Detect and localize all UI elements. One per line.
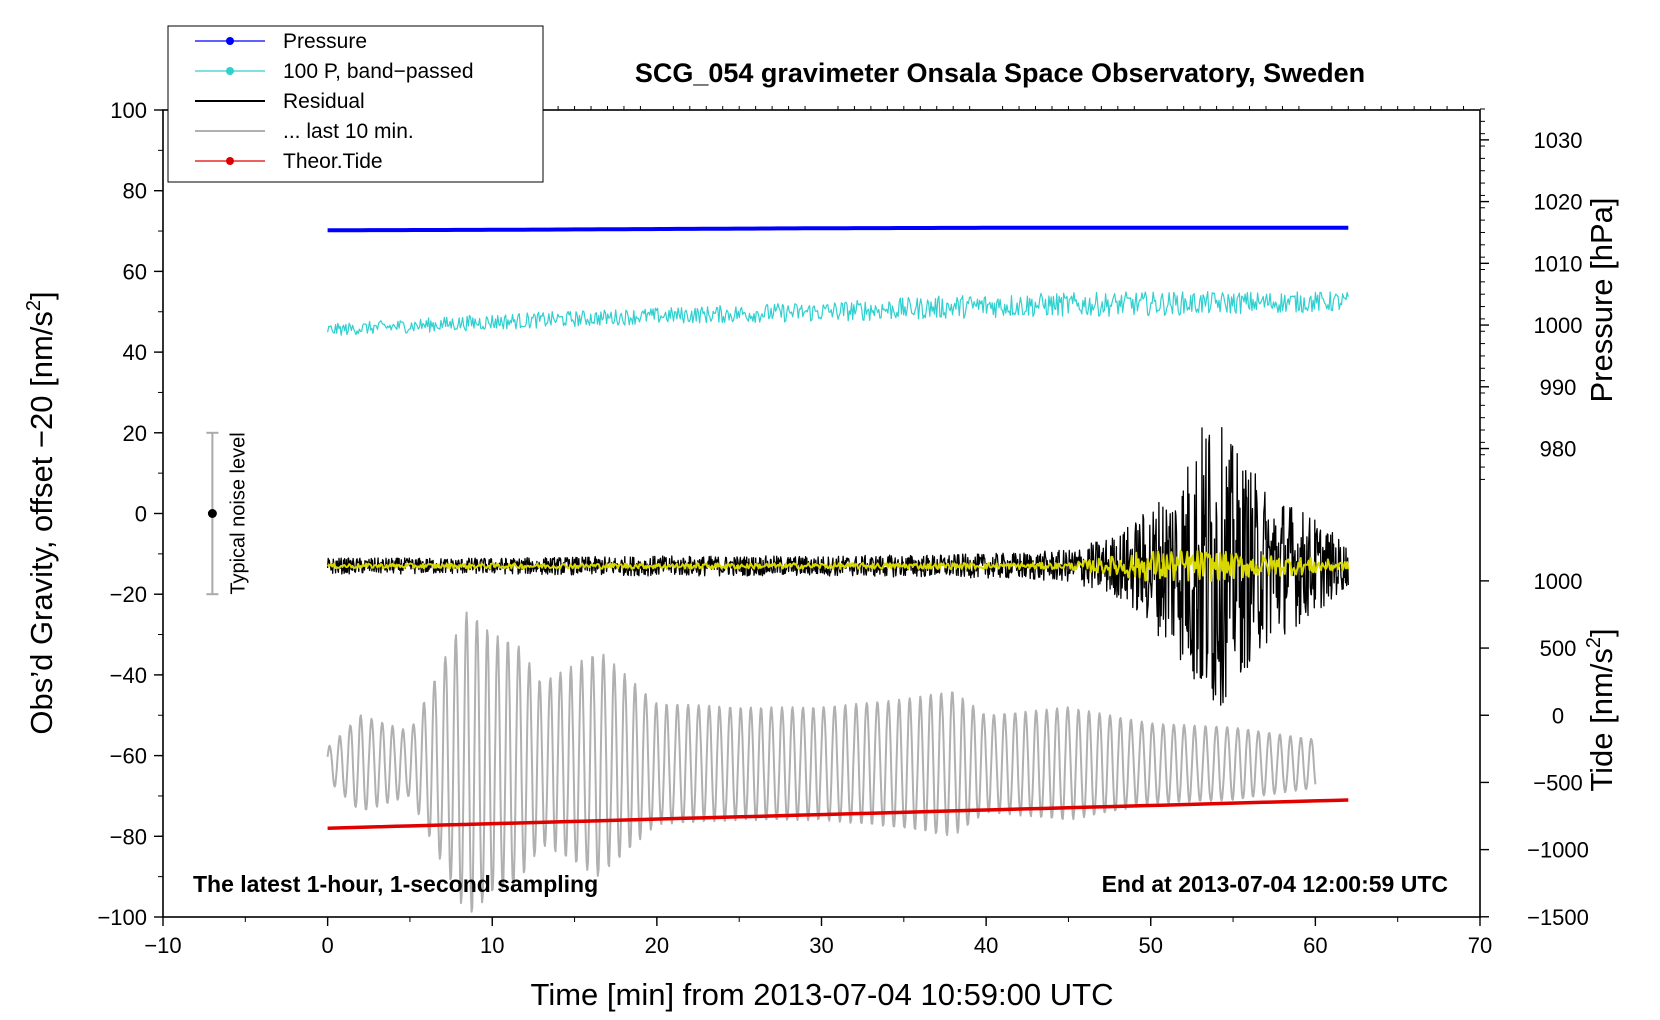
tide-tick-label: 500 [1540, 636, 1577, 661]
y-tick-label: −60 [110, 744, 147, 769]
series-layer [326, 225, 1350, 913]
x-tick-label: 60 [1303, 933, 1327, 958]
series-band-passed-line [327, 291, 1349, 336]
y-axis-title-main: Obs’d Gravity, offset −20 [nm/s [24, 311, 59, 735]
y-tick-label: 40 [123, 340, 147, 365]
pressure-tick-label: 990 [1540, 375, 1577, 400]
tide-tick-label: −500 [1533, 770, 1583, 795]
pressure-tick-label: 1030 [1534, 128, 1583, 153]
legend-swatch-dot [226, 67, 234, 75]
series-pressure-line [327, 225, 1349, 233]
tide-axis-ticks: 1000 500 0 −500 −1000 −1500 [1480, 569, 1589, 930]
legend-swatch-dot [226, 37, 234, 45]
y-tick-label: −100 [97, 905, 147, 930]
series-residual-smoothed-line [326, 550, 1350, 582]
y-tick-label: −20 [110, 582, 147, 607]
chart-title: SCG_054 gravimeter Onsala Space Observat… [635, 58, 1365, 88]
legend-label: ... last 10 min. [283, 120, 414, 143]
y-tick-label: 20 [123, 421, 147, 446]
x-axis-ticks: −10 0 10 20 30 40 50 60 70 [144, 917, 1492, 958]
pressure-tick-label: 1020 [1534, 190, 1583, 215]
pressure-axis-title: Pressure [hPa] [1584, 197, 1619, 402]
legend-swatch-dot [226, 157, 234, 165]
tide-axis-title-close: ] [1584, 628, 1619, 637]
legend-box [167, 25, 544, 183]
annotation-end-time: End at 2013-07-04 12:00:59 UTC [1102, 871, 1448, 897]
series-theor-tide-line [327, 798, 1349, 830]
tide-tick-label: −1000 [1527, 838, 1589, 863]
noise-bar-center-dot [207, 509, 217, 518]
x-tick-label: 70 [1468, 933, 1492, 958]
legend-label: 100 P, band−passed [283, 60, 474, 83]
pressure-tick-label: 1010 [1534, 251, 1583, 276]
typical-noise-bar: Typical noise level [206, 431, 249, 596]
x-tick-label: 40 [974, 933, 998, 958]
x-tick-label: 30 [809, 933, 833, 958]
x-tick-label: 10 [480, 933, 504, 958]
series-residual-line [326, 426, 1349, 706]
series-last-10-min-line [326, 611, 1317, 913]
y-tick-label: −80 [110, 824, 147, 849]
pressure-axis-ticks: 1030 1020 1010 1000 990 980 [1480, 108, 1583, 480]
x-axis-title: Time [min] from 2013-07-04 10:59:00 UTC [531, 977, 1114, 1012]
legend: Pressure 100 P, band−passed Residual ... la… [167, 25, 544, 183]
y-axis-title-sup: 2 [23, 300, 45, 311]
x-tick-label: −10 [144, 933, 181, 958]
legend-label: Pressure [283, 30, 367, 53]
tide-axis-title-main: Tide [nm/s [1584, 648, 1619, 792]
legend-items: Pressure 100 P, band−passed Residual ... la… [195, 30, 474, 173]
y-tick-label: 100 [110, 98, 147, 123]
x-tick-label: 50 [1139, 933, 1163, 958]
y-axis-ticks: 100 80 60 40 20 0 −20 −40 −60 −80 −100 [97, 98, 163, 930]
y-tick-label: 60 [123, 259, 147, 284]
y-axis-title: Obs’d Gravity, offset −20 [nm/s2] [23, 291, 59, 734]
tide-tick-label: 0 [1552, 703, 1564, 728]
pressure-tick-label: 1000 [1534, 313, 1583, 338]
tide-axis-title: Tide [nm/s2] [1583, 628, 1619, 791]
x-tick-label: 20 [645, 933, 669, 958]
y-tick-label: 80 [123, 179, 147, 204]
noise-bar-label: Typical noise level [227, 432, 249, 594]
tide-tick-label: −1500 [1527, 905, 1589, 930]
tide-tick-label: 1000 [1534, 569, 1583, 594]
annotation-latest-hour: The latest 1-hour, 1-second sampling [193, 871, 598, 897]
y-axis-title-close: ] [24, 291, 59, 300]
legend-label: Theor.Tide [283, 150, 383, 173]
legend-label: Residual [283, 90, 365, 113]
pressure-tick-label: 980 [1540, 437, 1577, 462]
tide-axis-title-sup: 2 [1583, 637, 1605, 648]
y-tick-label: 0 [135, 502, 147, 527]
x-tick-label: 0 [322, 933, 334, 958]
y-tick-label: −40 [110, 663, 147, 688]
